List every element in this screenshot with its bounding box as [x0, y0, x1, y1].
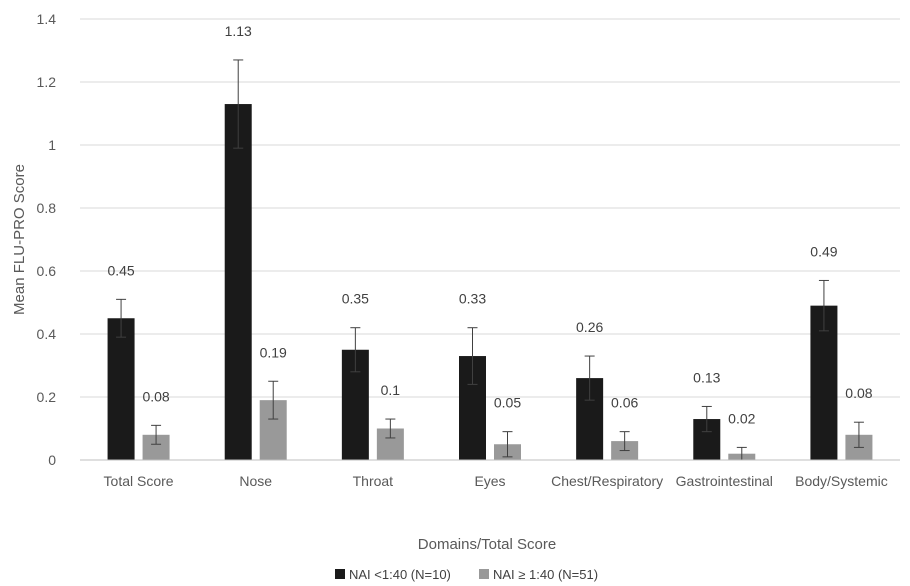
x-category-label: Nose: [239, 473, 272, 489]
error-bar-series-1: [350, 327, 361, 373]
bars: [107, 104, 873, 461]
error-bar-series-1: [584, 355, 595, 401]
data-label-series-1: 0.26: [576, 319, 603, 335]
data-label-series-1: 0.45: [107, 262, 134, 278]
data-label-series-2: 0.19: [260, 344, 287, 360]
error-bar-series-2: [853, 421, 864, 448]
legend: NAI <1:40 (N=10) NAI ≥ 1:40 (N=51): [335, 567, 598, 582]
data-label-series-2: 0.1: [381, 382, 401, 398]
x-category-label: Chest/Respiratory: [551, 473, 663, 489]
y-tick-label: 0.2: [37, 389, 57, 405]
bar-series-1: [224, 104, 252, 461]
data-label-series-2: 0.02: [728, 410, 755, 426]
x-axis-title: Domains/Total Score: [418, 536, 556, 553]
x-category-label: Throat: [353, 473, 394, 489]
data-label-series-1: 0.35: [342, 291, 369, 307]
y-axis-title: Mean FLU-PRO Score: [11, 164, 28, 315]
data-label-series-2: 0.08: [142, 388, 169, 404]
error-bar-series-1: [116, 298, 127, 338]
y-tick-label: 0.8: [37, 200, 57, 216]
error-bar-series-1: [818, 279, 829, 332]
y-axis-ticks: 0 0.2 0.4 0.6 0.8 1 1.2 1.4: [37, 11, 57, 468]
y-tick-label: 1.4: [37, 11, 57, 27]
bar-series-1: [810, 305, 838, 460]
y-tick-label: 0: [48, 452, 56, 468]
bar-series-1: [107, 318, 135, 460]
error-bar-series-1: [701, 405, 712, 433]
error-bar-series-2: [385, 418, 396, 439]
legend-swatch-series-1: [335, 569, 345, 579]
x-category-label: Total Score: [104, 473, 174, 489]
error-bars: [116, 59, 864, 461]
data-label-series-2: 0.05: [494, 395, 521, 411]
legend-label-series-2: NAI ≥ 1:40 (N=51): [493, 567, 598, 582]
data-label-series-1: 0.13: [693, 369, 720, 385]
x-category-label: Body/Systemic: [795, 473, 888, 489]
x-category-label: Gastrointestinal: [676, 473, 773, 489]
y-tick-label: 1.2: [37, 74, 57, 90]
error-bar-series-1: [233, 59, 244, 149]
error-bar-series-2: [619, 431, 630, 452]
y-tick-label: 0.4: [37, 326, 57, 342]
error-bar-series-1: [467, 327, 478, 385]
x-axis-categories: Total Score Nose Throat Eyes Chest/Respirato…: [104, 473, 888, 489]
error-bar-series-2: [502, 431, 513, 458]
error-bar-series-2: [268, 380, 279, 420]
gridlines: [80, 18, 900, 398]
data-label-series-2: 0.08: [845, 385, 872, 401]
legend-label-series-1: NAI <1:40 (N=10): [349, 567, 451, 582]
data-label-series-1: 0.49: [810, 243, 837, 259]
y-tick-label: 0.6: [37, 263, 57, 279]
error-bar-series-2: [151, 424, 162, 445]
x-category-label: Eyes: [474, 473, 505, 489]
data-label-series-1: 0.33: [459, 291, 486, 307]
data-label-series-2: 0.06: [611, 395, 638, 411]
data-labels: 0.45 0.08 1.13 0.19 0.35 0.1 0.33 0.05 0.26 0.06 0…: [107, 23, 872, 426]
legend-swatch-series-2: [479, 569, 489, 579]
y-tick-label: 1: [48, 137, 56, 153]
data-label-series-1: 1.13: [225, 23, 252, 39]
